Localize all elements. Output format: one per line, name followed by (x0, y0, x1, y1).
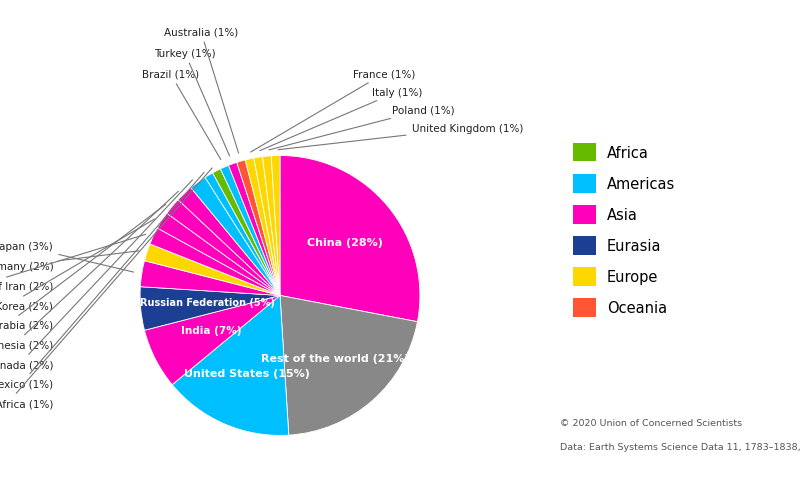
Wedge shape (254, 157, 280, 296)
Text: Turkey (1%): Turkey (1%) (154, 48, 230, 156)
Text: China (28%): China (28%) (306, 238, 382, 247)
Text: India (7%): India (7%) (181, 326, 242, 336)
Wedge shape (145, 244, 280, 296)
Text: Rest of the world (21%): Rest of the world (21%) (262, 354, 410, 364)
Text: Italy (1%): Italy (1%) (260, 87, 422, 151)
Text: Germany (2%): Germany (2%) (0, 252, 139, 272)
Text: Russian Federation (5%): Russian Federation (5%) (140, 298, 275, 308)
Wedge shape (213, 169, 280, 296)
Wedge shape (140, 287, 280, 331)
Wedge shape (150, 228, 280, 296)
Wedge shape (191, 178, 280, 296)
Text: Data: Earth Systems Science Data 11, 1783–1838, 2019: Data: Earth Systems Science Data 11, 178… (560, 442, 800, 451)
Wedge shape (145, 296, 280, 385)
Text: © 2020 Union of Concerned Scientists: © 2020 Union of Concerned Scientists (560, 418, 742, 427)
Wedge shape (237, 161, 280, 296)
Text: Mexico (1%): Mexico (1%) (0, 173, 204, 389)
Text: Saudi Arabia (2%): Saudi Arabia (2%) (0, 205, 166, 330)
Wedge shape (271, 156, 280, 296)
Wedge shape (140, 261, 280, 296)
Text: Australia (1%): Australia (1%) (164, 27, 238, 154)
Text: United Kingdom (1%): United Kingdom (1%) (278, 124, 523, 150)
Text: South Korea (2%): South Korea (2%) (0, 219, 154, 311)
Text: Brazil (1%): Brazil (1%) (142, 70, 221, 160)
Text: South Africa (1%): South Africa (1%) (0, 168, 212, 408)
Text: Poland (1%): Poland (1%) (269, 106, 454, 151)
Text: United States (15%): United States (15%) (184, 368, 310, 378)
Wedge shape (166, 200, 280, 296)
Text: France (1%): France (1%) (250, 70, 415, 153)
Wedge shape (221, 166, 280, 296)
Wedge shape (262, 156, 280, 296)
Wedge shape (229, 163, 280, 296)
Wedge shape (246, 159, 280, 296)
Wedge shape (172, 296, 289, 435)
Wedge shape (178, 188, 280, 296)
Text: Japan (3%): Japan (3%) (0, 242, 134, 273)
Text: Indonesia (2%): Indonesia (2%) (0, 192, 178, 350)
Wedge shape (158, 214, 280, 296)
Text: Canada (2%): Canada (2%) (0, 180, 193, 369)
Text: Islamic Republic of Iran (2%): Islamic Republic of Iran (2%) (0, 235, 146, 291)
Wedge shape (280, 156, 420, 322)
Legend: Africa, Americas, Asia, Eurasia, Europe, Oceania: Africa, Americas, Asia, Eurasia, Europe,… (567, 138, 681, 323)
Wedge shape (280, 296, 418, 435)
Wedge shape (205, 173, 280, 296)
